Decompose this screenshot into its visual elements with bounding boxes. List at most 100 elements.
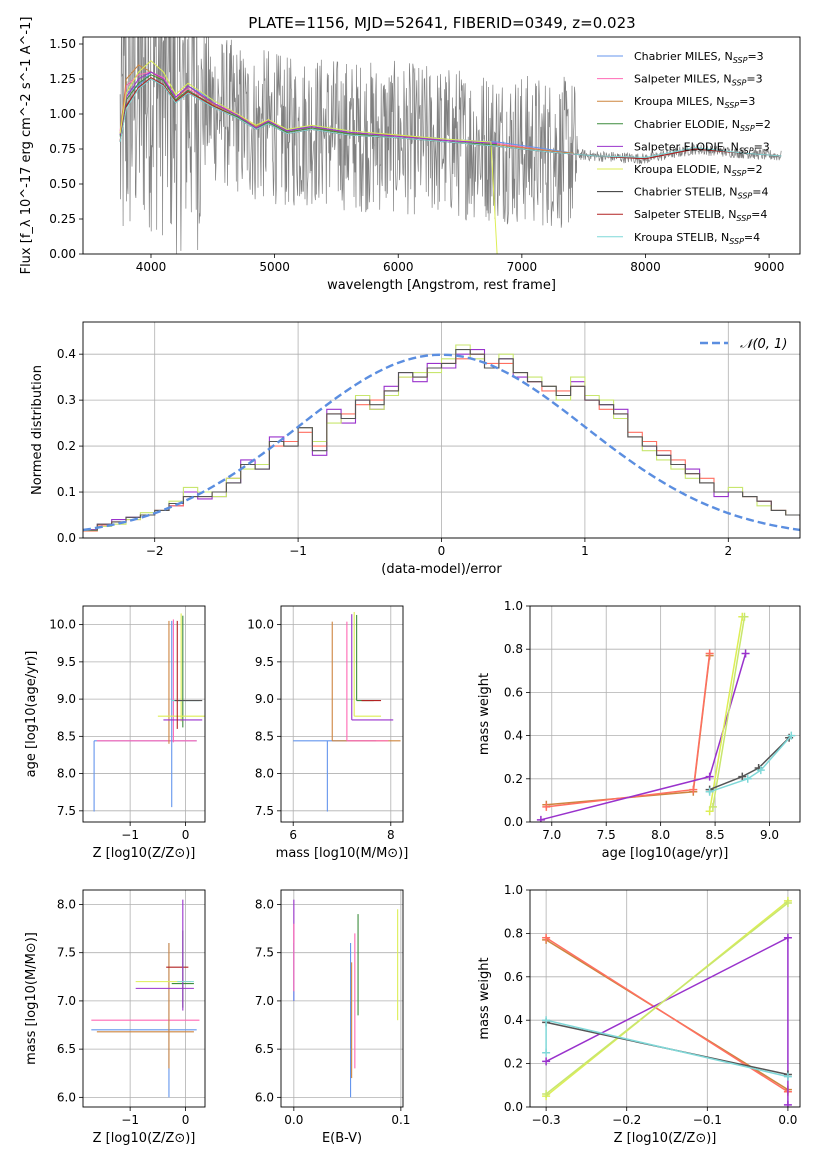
weight-marker bbox=[542, 933, 551, 942]
x-tick-label: −0.1 bbox=[693, 1113, 722, 1127]
x-axis-label: E(B-V) bbox=[322, 1131, 362, 1146]
legend-label: Chabrier ELODIE, NSSP=2 bbox=[634, 118, 771, 133]
y-tick-label: 6.0 bbox=[255, 1090, 274, 1104]
weight-marker bbox=[542, 802, 551, 811]
weight-line bbox=[709, 737, 790, 791]
x-tick-label: 8000 bbox=[630, 260, 661, 274]
weight-marker bbox=[708, 802, 717, 811]
x-tick-label: −1 bbox=[121, 1113, 139, 1127]
weight-marker bbox=[542, 1048, 551, 1057]
model-spectrum-line bbox=[119, 71, 498, 144]
y-tick-label: 0.6 bbox=[504, 685, 523, 699]
x-tick-label: 2 bbox=[724, 544, 732, 558]
y-tick-label: 0.6 bbox=[504, 970, 523, 984]
plot-area bbox=[91, 899, 200, 1098]
x-axis-label: Z [log10(Z/Z⊙)] bbox=[93, 846, 196, 861]
legend: 𝒩(0, 1) bbox=[700, 337, 787, 352]
weight-marker bbox=[705, 787, 714, 796]
x-tick-label: 0 bbox=[182, 1113, 190, 1127]
x-tick-label: 0.1 bbox=[391, 1113, 410, 1127]
plot-area bbox=[83, 344, 800, 532]
y-tick-label: 7.5 bbox=[57, 804, 76, 818]
model-spectrum-line bbox=[119, 60, 498, 254]
weight-marker bbox=[741, 649, 750, 658]
x-tick-label: 7000 bbox=[507, 260, 538, 274]
y-tick-label: 7.0 bbox=[57, 994, 76, 1008]
weight-marker bbox=[542, 1089, 551, 1098]
y-tick-label: 8.0 bbox=[57, 767, 76, 781]
y-tick-label: 0.0 bbox=[504, 1100, 523, 1114]
y-tick-label: 1.25 bbox=[49, 72, 76, 86]
y-axis-label: mass weight bbox=[477, 957, 492, 1039]
weight-marker bbox=[783, 1072, 792, 1081]
panel-spectrum: 4000 5000 6000 7000 8000 9000 0.00 0.25 0.50 0.75… bbox=[19, 17, 801, 293]
y-axis-label: mass weight bbox=[477, 673, 492, 755]
y-tick-label: 0.3 bbox=[57, 393, 76, 407]
weight-marker bbox=[783, 1100, 792, 1107]
y-tick-label: 8.0 bbox=[57, 897, 76, 911]
legend-label: Kroupa ELODIE, NSSP=2 bbox=[634, 163, 763, 178]
y-tick-label: 0.75 bbox=[49, 142, 76, 156]
weight-marker bbox=[705, 772, 714, 781]
weight-marker bbox=[783, 899, 792, 908]
y-tick-label: 0.00 bbox=[49, 247, 76, 261]
x-tick-label: −2 bbox=[146, 544, 164, 558]
x-axis-label: Z [log10(Z/Z⊙)] bbox=[614, 1131, 717, 1146]
y-tick-label: 0.8 bbox=[504, 642, 523, 656]
legend-label: Chabrier MILES, NSSP=3 bbox=[634, 50, 764, 65]
y-tick-label: 10.0 bbox=[247, 618, 274, 632]
legend-label: Chabrier STELIB, NSSP=4 bbox=[634, 186, 768, 201]
y-tick-label: 6.0 bbox=[57, 1090, 76, 1104]
weight-marker bbox=[705, 807, 714, 816]
weight-marker bbox=[542, 1016, 551, 1025]
y-tick-label: 1.50 bbox=[49, 37, 76, 51]
x-tick-label: 6000 bbox=[383, 260, 414, 274]
weight-marker bbox=[738, 772, 747, 781]
x-tick-label: 7.0 bbox=[542, 828, 561, 842]
histogram-step bbox=[83, 349, 800, 531]
weight-marker bbox=[743, 774, 752, 783]
y-tick-label: 9.5 bbox=[57, 655, 76, 669]
y-tick-label: 0.4 bbox=[57, 347, 76, 361]
y-tick-label: 0.50 bbox=[49, 177, 76, 191]
panel-age-vs-mass: 6 8 7.5 8.0 8.5 9.0 9.5 10.0 mass [log10(M/M⊙)] bbox=[247, 605, 409, 861]
y-tick-label: 10.0 bbox=[49, 618, 76, 632]
y-tick-label: 1.00 bbox=[49, 107, 76, 121]
x-axis-label: wavelength [Angstrom, rest frame] bbox=[327, 278, 556, 293]
x-tick-label: 5000 bbox=[259, 260, 290, 274]
figure-title: PLATE=1156, MJD=52641, FIBERID=0349, z=0… bbox=[248, 14, 635, 32]
legend-label: 𝒩(0, 1) bbox=[740, 337, 787, 352]
y-tick-label: 1.0 bbox=[504, 883, 523, 897]
y-tick-label: 0.4 bbox=[504, 1013, 523, 1027]
model-spectrum-line bbox=[119, 74, 498, 146]
y-tick-label: 0.8 bbox=[504, 926, 523, 940]
axes-frame bbox=[280, 889, 404, 1108]
axes-frame bbox=[82, 889, 206, 1108]
x-tick-label: 7.5 bbox=[597, 828, 616, 842]
y-tick-label: 0.2 bbox=[57, 439, 76, 453]
legend-label: Salpeter ELODIE, NSSP=3 bbox=[634, 140, 770, 155]
axes-frame bbox=[82, 36, 801, 255]
x-tick-label: −1 bbox=[121, 828, 139, 842]
x-tick-label: 6 bbox=[289, 828, 297, 842]
y-tick-label: 8.0 bbox=[255, 897, 274, 911]
model-spectrum-line bbox=[119, 78, 782, 158]
y-tick-label: 6.5 bbox=[57, 1042, 76, 1056]
x-axis-label: mass [log10(M/M⊙)] bbox=[276, 846, 409, 861]
y-axis-label: Flux [f_λ 10^-17 erg cm^-2 s^-1 A^-1] bbox=[19, 17, 34, 275]
panel-weight-vs-Z: −0.3 −0.2 −0.1 0.0 0.0 0.2 0.4 0.6 0.8 1.0 Z [log1… bbox=[477, 883, 801, 1146]
legend-label: Salpeter STELIB, NSSP=4 bbox=[634, 208, 767, 223]
x-tick-label: 9.0 bbox=[760, 828, 779, 842]
y-tick-label: 8.5 bbox=[57, 729, 76, 743]
legend: Chabrier MILES, NSSP=3 Salpeter MILES, NS… bbox=[597, 50, 771, 246]
y-tick-label: 0.0 bbox=[504, 815, 523, 829]
y-tick-label: 7.5 bbox=[255, 946, 274, 960]
y-tick-label: 1.0 bbox=[504, 599, 523, 613]
x-tick-label: −0.3 bbox=[532, 1113, 561, 1127]
plot-area bbox=[293, 899, 399, 1098]
panels: 4000 5000 6000 7000 8000 90000.000.250.500.75… bbox=[19, 17, 801, 1146]
y-tick-label: 9.0 bbox=[57, 692, 76, 706]
x-tick-label: 4000 bbox=[136, 260, 167, 274]
